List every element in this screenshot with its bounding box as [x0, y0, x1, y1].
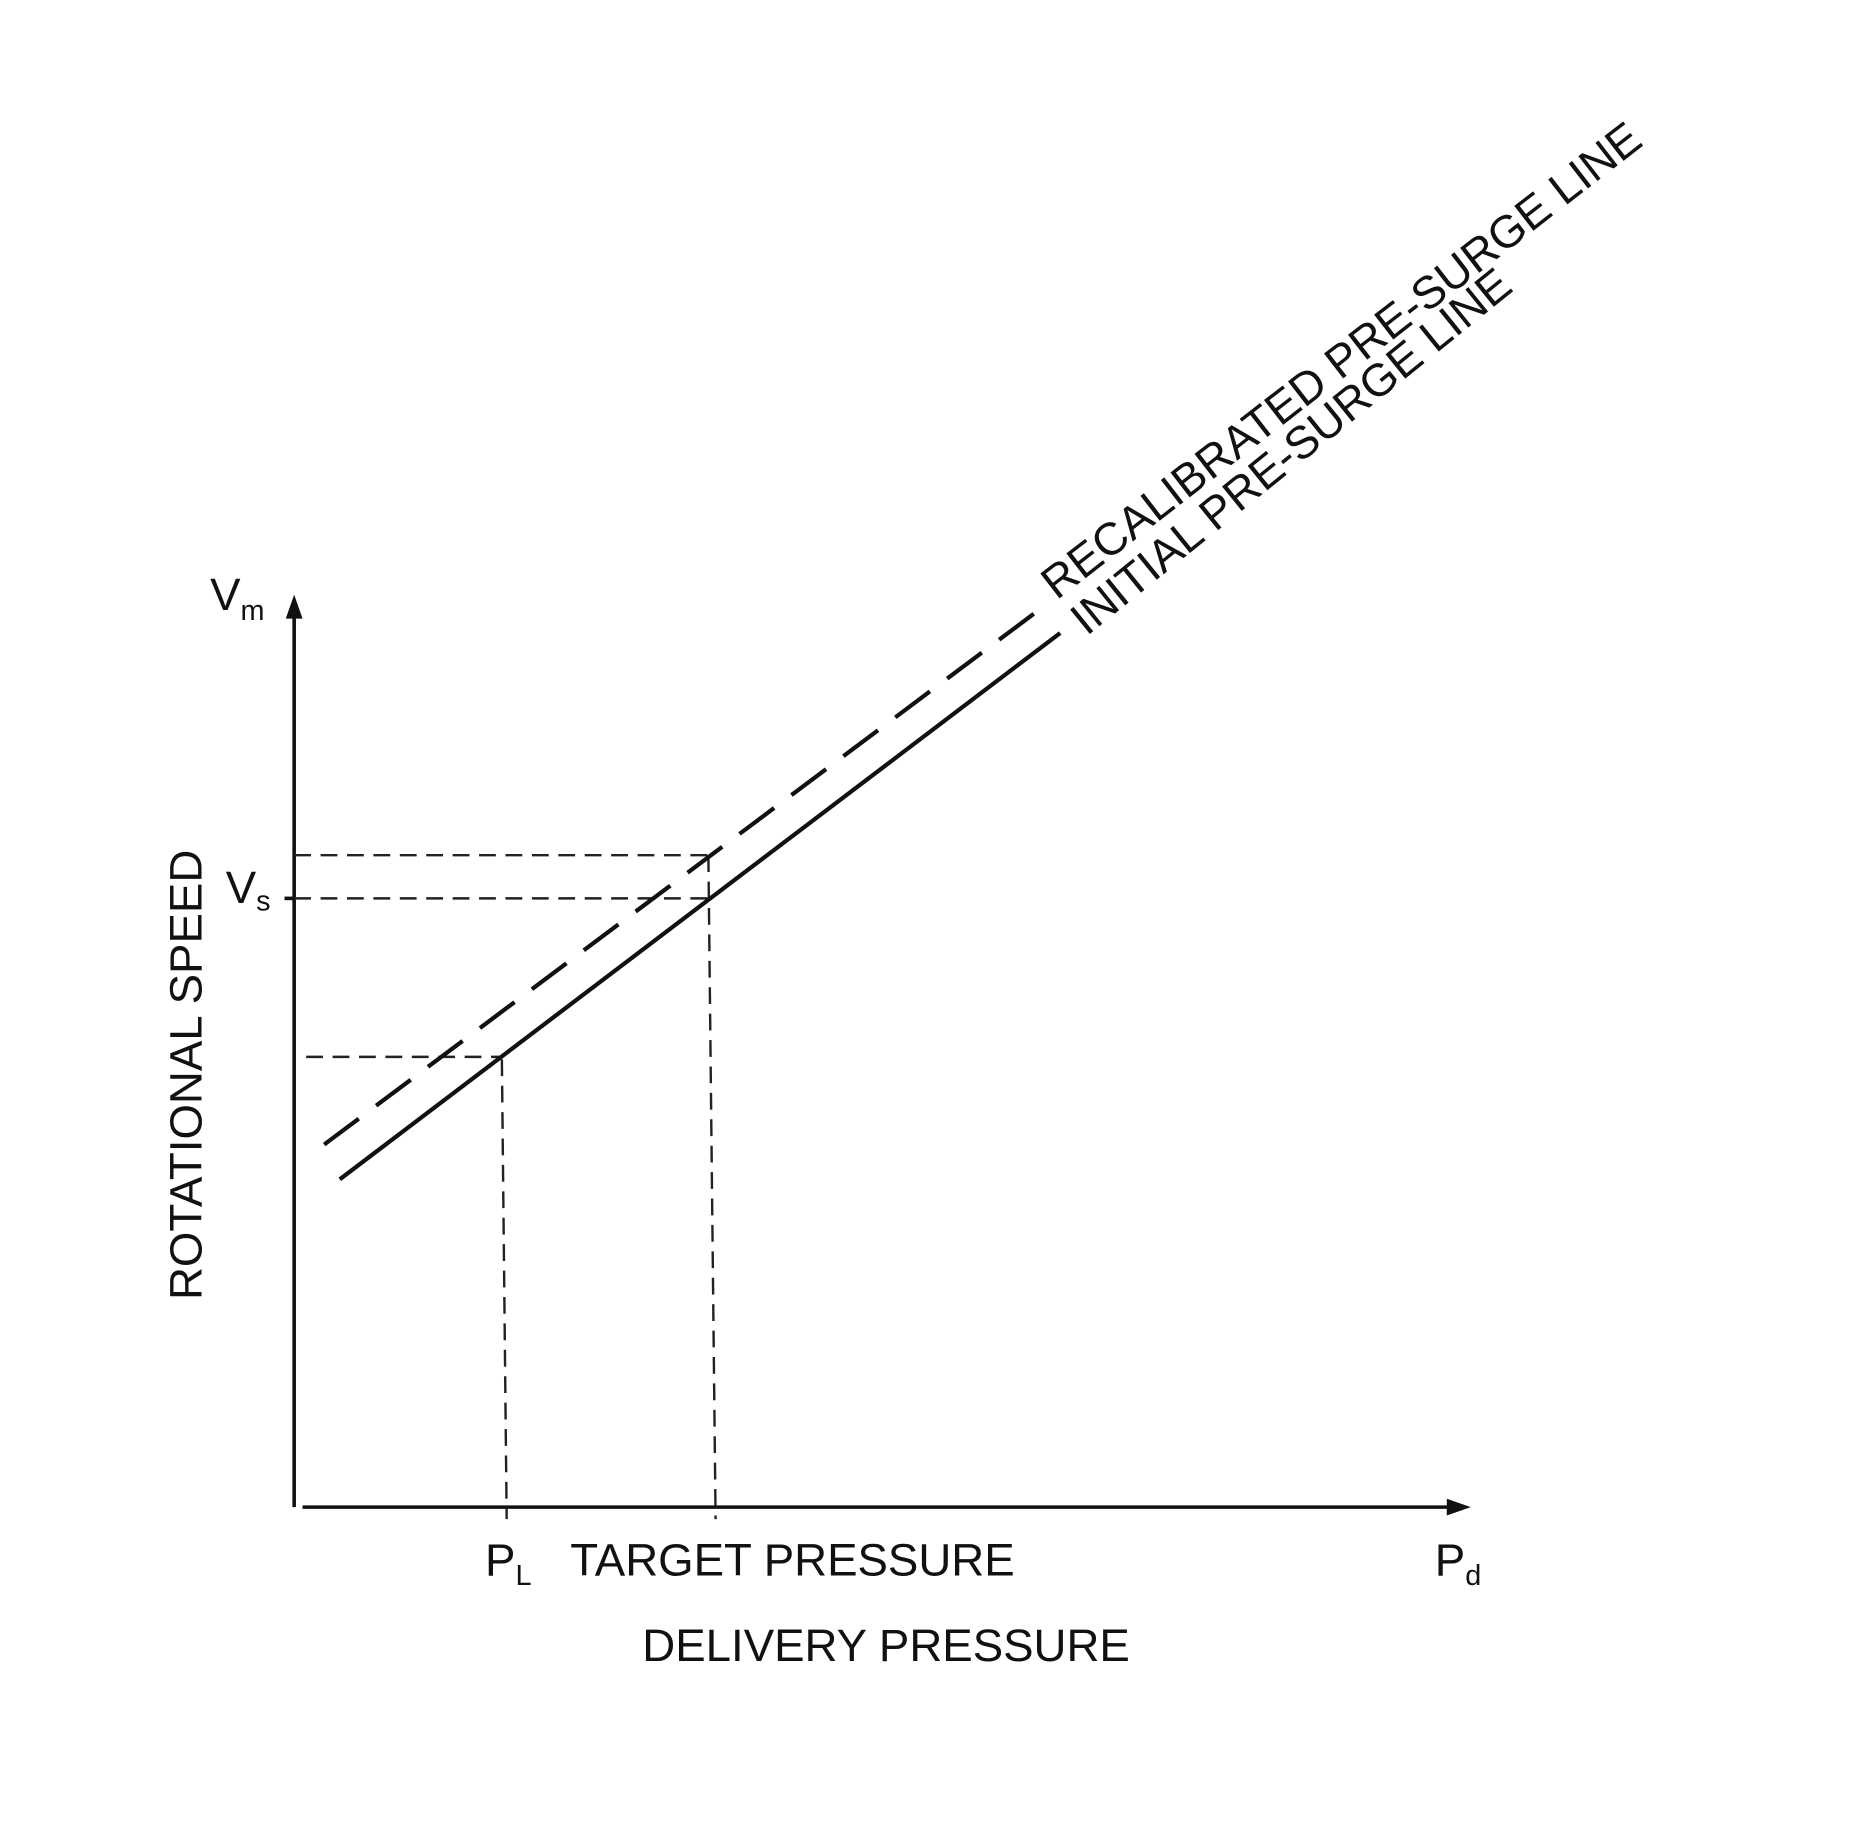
target-label: TARGET PRESSURE [570, 1535, 1014, 1586]
symbol-main: P [485, 1535, 515, 1586]
x-axis-title: DELIVERY PRESSURE [642, 1620, 1130, 1671]
vs-label: Vs [226, 862, 271, 917]
page: Vm Vs PL TARGET PRESSURE Pd DELIVERY PRE… [0, 0, 1861, 1846]
initial-line [340, 633, 1060, 1179]
guide-line [708, 855, 715, 1519]
pl-label: PL [485, 1535, 531, 1593]
symbol-sub: d [1465, 1560, 1481, 1592]
pd-label: Pd [1435, 1535, 1481, 1593]
recalibrated-line [324, 610, 1038, 1144]
y-symbol: Vm [210, 569, 264, 627]
diagram: Vm Vs PL TARGET PRESSURE Pd DELIVERY PRE… [0, 0, 1861, 1846]
guide-line [502, 1059, 507, 1519]
symbol-main: P [1435, 1535, 1465, 1586]
symbol-main: V [226, 862, 257, 913]
line-label: INITIAL PRE-SURGE LINE [1061, 258, 1521, 644]
x-axis-arrow [1447, 1499, 1471, 1516]
symbol-sub: s [256, 885, 270, 917]
symbol-main: V [210, 569, 241, 620]
y-axis-arrow [286, 595, 303, 619]
line-label: RECALIBRATED PRE-SURGE LINE [1031, 112, 1650, 608]
symbol-sub: L [515, 1560, 531, 1592]
symbol-sub: m [241, 595, 265, 627]
y-axis-title: ROTATIONAL SPEED [161, 850, 212, 1300]
